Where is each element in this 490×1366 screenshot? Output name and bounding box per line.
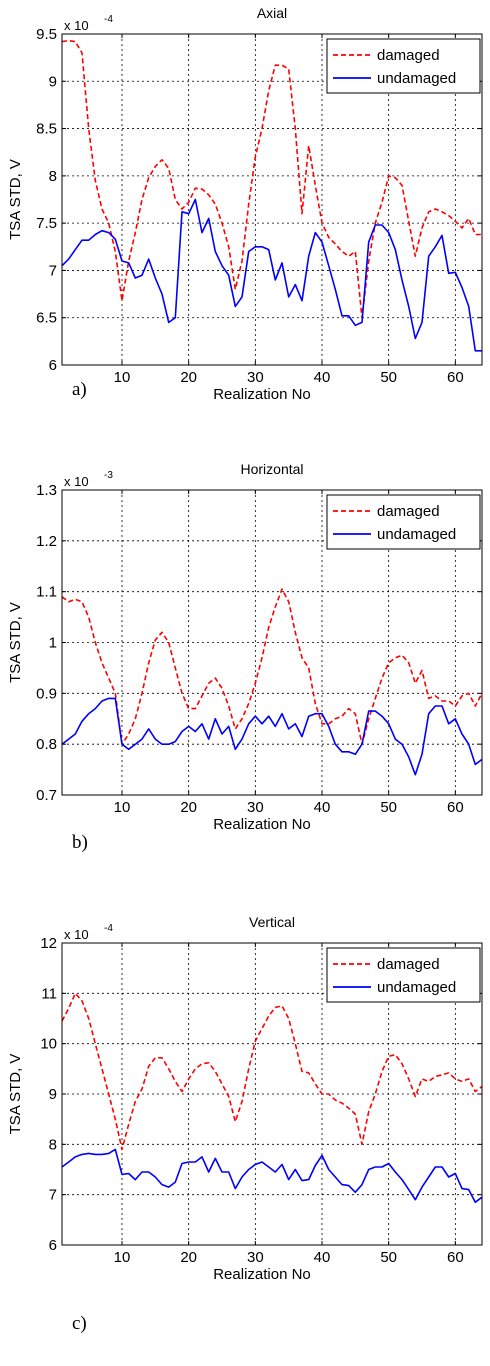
axis-multiplier: x 10 — [64, 18, 89, 33]
y-tick-label: 1.1 — [36, 584, 57, 601]
series-line-undamaged — [61, 697, 483, 776]
x-tick-label: 50 — [380, 1249, 397, 1266]
y-tick-label: 12 — [40, 935, 57, 952]
axis-exponent: -4 — [104, 923, 113, 934]
x-tick-label: 10 — [114, 1249, 131, 1266]
x-tick-label: 30 — [247, 369, 264, 386]
legend-label-damaged: damaged — [377, 956, 440, 973]
x-tick-label: 20 — [180, 799, 197, 816]
legend-label-damaged: damaged — [377, 503, 440, 520]
x-tick-label: 30 — [247, 1249, 264, 1266]
x-axis-label: Realization No — [213, 1266, 311, 1283]
legend: damaged undamaged — [326, 38, 481, 94]
y-tick-label: 10 — [40, 1036, 57, 1053]
axis-exponent: -3 — [104, 470, 113, 481]
x-tick-label: 60 — [447, 799, 464, 816]
x-tick-label: 60 — [447, 1249, 464, 1266]
legend-label-undamaged: undamaged — [377, 979, 456, 996]
legend: damaged undamaged — [326, 947, 481, 1003]
y-tick-label: 9 — [49, 73, 57, 90]
chart-title: Horizontal — [240, 461, 303, 477]
y-axis-label: TSA STD, V — [7, 1054, 24, 1135]
chart-panel-axial: 10 20 30 40 50 60 6 6.5 7 7.5 8 8.5 9 9.5 Axial x 10 -4 R… — [7, 5, 483, 403]
y-axis-label: TSA STD, V — [7, 602, 24, 683]
axis-multiplier: x 10 — [64, 474, 89, 489]
y-tick-label: 6 — [49, 1237, 57, 1254]
x-axis-label: Realization No — [213, 386, 311, 403]
legend-box — [326, 38, 481, 94]
y-tick-label: 7.5 — [36, 215, 57, 232]
chart-title: Vertical — [249, 914, 295, 930]
series-line-damaged — [61, 992, 483, 1151]
x-tick-label: 20 — [180, 369, 197, 386]
x-tick-label: 10 — [114, 369, 131, 386]
y-tick-label: 8 — [49, 1136, 57, 1153]
y-tick-label: 0.9 — [36, 685, 57, 702]
panel-label: b) — [72, 832, 88, 853]
chart-panel-horizontal: 10 20 30 40 50 60 0.7 0.8 0.9 1 1.1 1.2 1.3 Horizonta… — [7, 461, 483, 853]
panel-label: a) — [72, 379, 87, 400]
panel-label: c) — [72, 1313, 87, 1334]
y-tick-label: 7 — [49, 262, 57, 279]
y-tick-label: 8 — [49, 168, 57, 185]
y-tick-label: 6.5 — [36, 310, 57, 327]
legend-label-undamaged: undamaged — [377, 70, 456, 87]
x-tick-label: 40 — [314, 799, 331, 816]
x-tick-label: 10 — [114, 799, 131, 816]
series-line-damaged — [61, 39, 482, 319]
y-tick-label: 11 — [41, 985, 57, 1002]
y-tick-label: 6 — [49, 357, 57, 374]
legend-label-damaged: damaged — [377, 47, 440, 64]
x-tick-label: 40 — [314, 1249, 331, 1266]
y-tick-label: 7 — [49, 1187, 57, 1204]
y-axis-label: TSA STD, V — [7, 159, 24, 240]
legend-box — [326, 494, 481, 550]
y-tick-label: 0.8 — [36, 736, 57, 753]
series-line-damaged — [61, 588, 483, 746]
axes-box — [61, 33, 483, 366]
x-tick-label: 40 — [314, 369, 331, 386]
legend-box — [326, 947, 481, 1003]
y-tick-label: 9 — [49, 1086, 57, 1103]
legend-label-undamaged: undamaged — [377, 526, 456, 543]
x-tick-label: 30 — [247, 799, 264, 816]
y-tick-label: 1 — [49, 635, 57, 652]
axis-multiplier: x 10 — [64, 927, 89, 942]
series-line-undamaged — [61, 198, 482, 352]
chart-title: Axial — [257, 5, 287, 21]
legend: damaged undamaged — [326, 494, 481, 550]
axis-exponent: -4 — [104, 14, 113, 25]
y-tick-label: 8.5 — [36, 121, 57, 138]
y-tick-label: 9.5 — [36, 26, 57, 43]
chart-panel-vertical: 10 20 30 40 50 60 6 7 8 9 10 11 12 Vertical x 10 -4 Real… — [7, 914, 483, 1334]
x-axis-label: Realization No — [213, 816, 311, 833]
y-tick-label: 1.3 — [36, 482, 57, 499]
y-tick-label: 1.2 — [36, 533, 57, 550]
x-tick-label: 50 — [380, 799, 397, 816]
x-tick-label: 60 — [447, 369, 464, 386]
y-tick-label: 0.7 — [36, 787, 57, 804]
series-line-undamaged — [61, 1148, 483, 1203]
x-tick-label: 20 — [180, 1249, 197, 1266]
x-tick-label: 50 — [380, 369, 397, 386]
